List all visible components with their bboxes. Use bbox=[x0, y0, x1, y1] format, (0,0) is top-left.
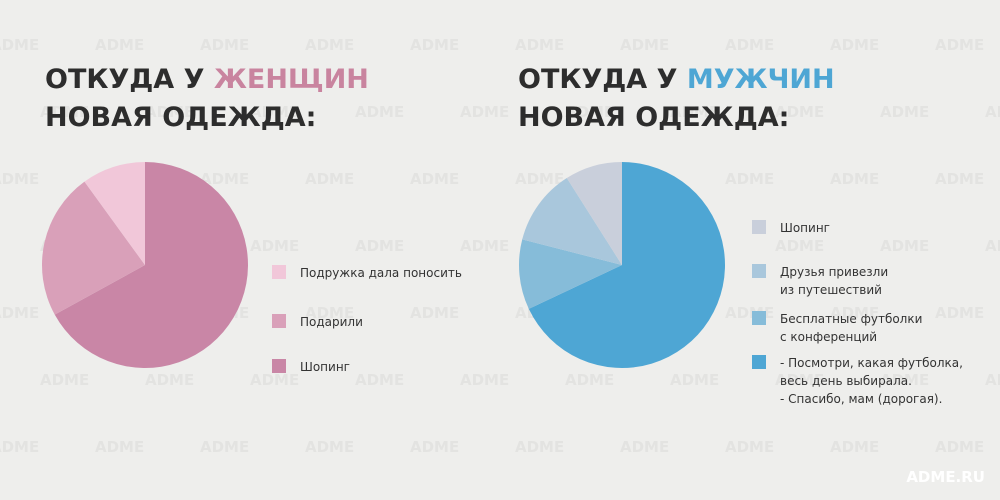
watermark: ADME bbox=[725, 36, 774, 54]
watermark: ADME bbox=[830, 170, 879, 188]
watermark: ADME bbox=[410, 170, 459, 188]
watermark: ADME bbox=[200, 36, 249, 54]
watermark: ADME bbox=[460, 371, 509, 389]
watermark: ADME bbox=[880, 237, 929, 255]
legend-label: Шопинг bbox=[780, 221, 830, 235]
watermark: ADME bbox=[305, 438, 354, 456]
watermark: ADME bbox=[620, 36, 669, 54]
watermark: ADME bbox=[355, 103, 404, 121]
watermark: ADME bbox=[250, 237, 299, 255]
title-highlight: МУЖЧИН bbox=[687, 64, 835, 95]
watermark: ADME bbox=[985, 371, 1000, 389]
legend-swatch bbox=[272, 265, 286, 279]
watermark: ADME bbox=[830, 304, 879, 322]
pie-slice bbox=[54, 162, 248, 368]
legend-label: Друзья привезли bbox=[780, 265, 888, 279]
watermark: ADME bbox=[460, 103, 509, 121]
watermark: ADME bbox=[460, 237, 509, 255]
legend-swatch bbox=[752, 311, 766, 325]
watermark: ADME bbox=[0, 36, 39, 54]
legend-swatch bbox=[272, 314, 286, 328]
pie-slice bbox=[42, 181, 146, 315]
watermark: ADME bbox=[880, 371, 929, 389]
watermark: ADME bbox=[670, 371, 719, 389]
pie-slice bbox=[566, 162, 622, 265]
watermark: ADME bbox=[0, 438, 39, 456]
watermark: ADME bbox=[355, 371, 404, 389]
chart-title: ОТКУДА У МУЖЧИН bbox=[518, 64, 835, 95]
legend-swatch bbox=[752, 264, 766, 278]
watermark: ADME bbox=[985, 237, 1000, 255]
chart-title: НОВАЯ ОДЕЖДА: bbox=[518, 102, 789, 133]
watermark: ADME bbox=[725, 438, 774, 456]
watermark: ADME bbox=[935, 170, 984, 188]
watermark: ADME bbox=[410, 438, 459, 456]
watermark: ADME bbox=[410, 304, 459, 322]
watermark: ADME bbox=[935, 304, 984, 322]
watermark: ADME bbox=[145, 371, 194, 389]
watermark: ADME bbox=[670, 103, 719, 121]
watermark: ADME bbox=[40, 103, 89, 121]
watermark: ADME bbox=[40, 371, 89, 389]
legend-label: - Спасибо, мам (дорогая). bbox=[780, 392, 942, 406]
watermark: ADME bbox=[305, 304, 354, 322]
legend-swatch bbox=[272, 359, 286, 373]
title-prefix: ОТКУДА У bbox=[45, 64, 205, 95]
watermark: ADME bbox=[410, 36, 459, 54]
title-highlight: ЖЕНЩИН bbox=[214, 64, 369, 95]
watermark: ADME bbox=[775, 103, 824, 121]
legend-label: из путешествий bbox=[780, 283, 882, 297]
watermark: ADME bbox=[985, 103, 1000, 121]
watermark: ADME bbox=[145, 103, 194, 121]
watermark: ADME bbox=[515, 170, 564, 188]
legend-label: Бесплатные футболки bbox=[780, 312, 922, 326]
watermark: ADME bbox=[95, 438, 144, 456]
watermark: ADME bbox=[935, 36, 984, 54]
watermark: ADME bbox=[305, 36, 354, 54]
watermark: ADME bbox=[0, 170, 39, 188]
legend-label: весь день выбирала. bbox=[780, 374, 912, 388]
watermark: ADME bbox=[305, 170, 354, 188]
watermark: ADME bbox=[250, 371, 299, 389]
pie-slice bbox=[522, 178, 622, 265]
watermark: ADME bbox=[0, 304, 39, 322]
legend-swatch bbox=[752, 355, 766, 369]
legend-label: Подарили bbox=[300, 315, 363, 329]
watermark: ADME bbox=[775, 237, 824, 255]
watermark: ADME bbox=[725, 170, 774, 188]
legend-label: Шопинг bbox=[300, 360, 350, 374]
watermark: ADME bbox=[830, 36, 879, 54]
pie-slice bbox=[84, 162, 145, 265]
legend-label: Подружка дала поносить bbox=[300, 266, 462, 280]
watermark: ADME bbox=[565, 371, 614, 389]
title-prefix: ОТКУДА У bbox=[518, 64, 678, 95]
watermark: ADME bbox=[200, 170, 249, 188]
pie-slice bbox=[528, 162, 725, 368]
chart-title: ОТКУДА У ЖЕНЩИН bbox=[45, 64, 369, 95]
watermark: ADME bbox=[830, 438, 879, 456]
watermark: ADME bbox=[935, 438, 984, 456]
watermark: ADME bbox=[250, 103, 299, 121]
watermark: ADME bbox=[565, 103, 614, 121]
legend-label: с конференций bbox=[780, 330, 877, 344]
watermark: ADME bbox=[620, 438, 669, 456]
legend-swatch bbox=[752, 220, 766, 234]
watermark: ADME bbox=[355, 237, 404, 255]
watermark: ADME bbox=[200, 438, 249, 456]
watermark: ADME bbox=[775, 371, 824, 389]
watermark: ADME bbox=[880, 103, 929, 121]
legend-label: - Посмотри, какая футболка, bbox=[780, 356, 963, 370]
watermark: ADME bbox=[515, 36, 564, 54]
pie-slice bbox=[519, 239, 622, 309]
watermark: ADME bbox=[725, 304, 774, 322]
watermark: ADME bbox=[515, 438, 564, 456]
source: ADME.RU bbox=[906, 468, 985, 486]
chart-title: НОВАЯ ОДЕЖДА: bbox=[45, 102, 316, 133]
watermark: ADME bbox=[95, 36, 144, 54]
